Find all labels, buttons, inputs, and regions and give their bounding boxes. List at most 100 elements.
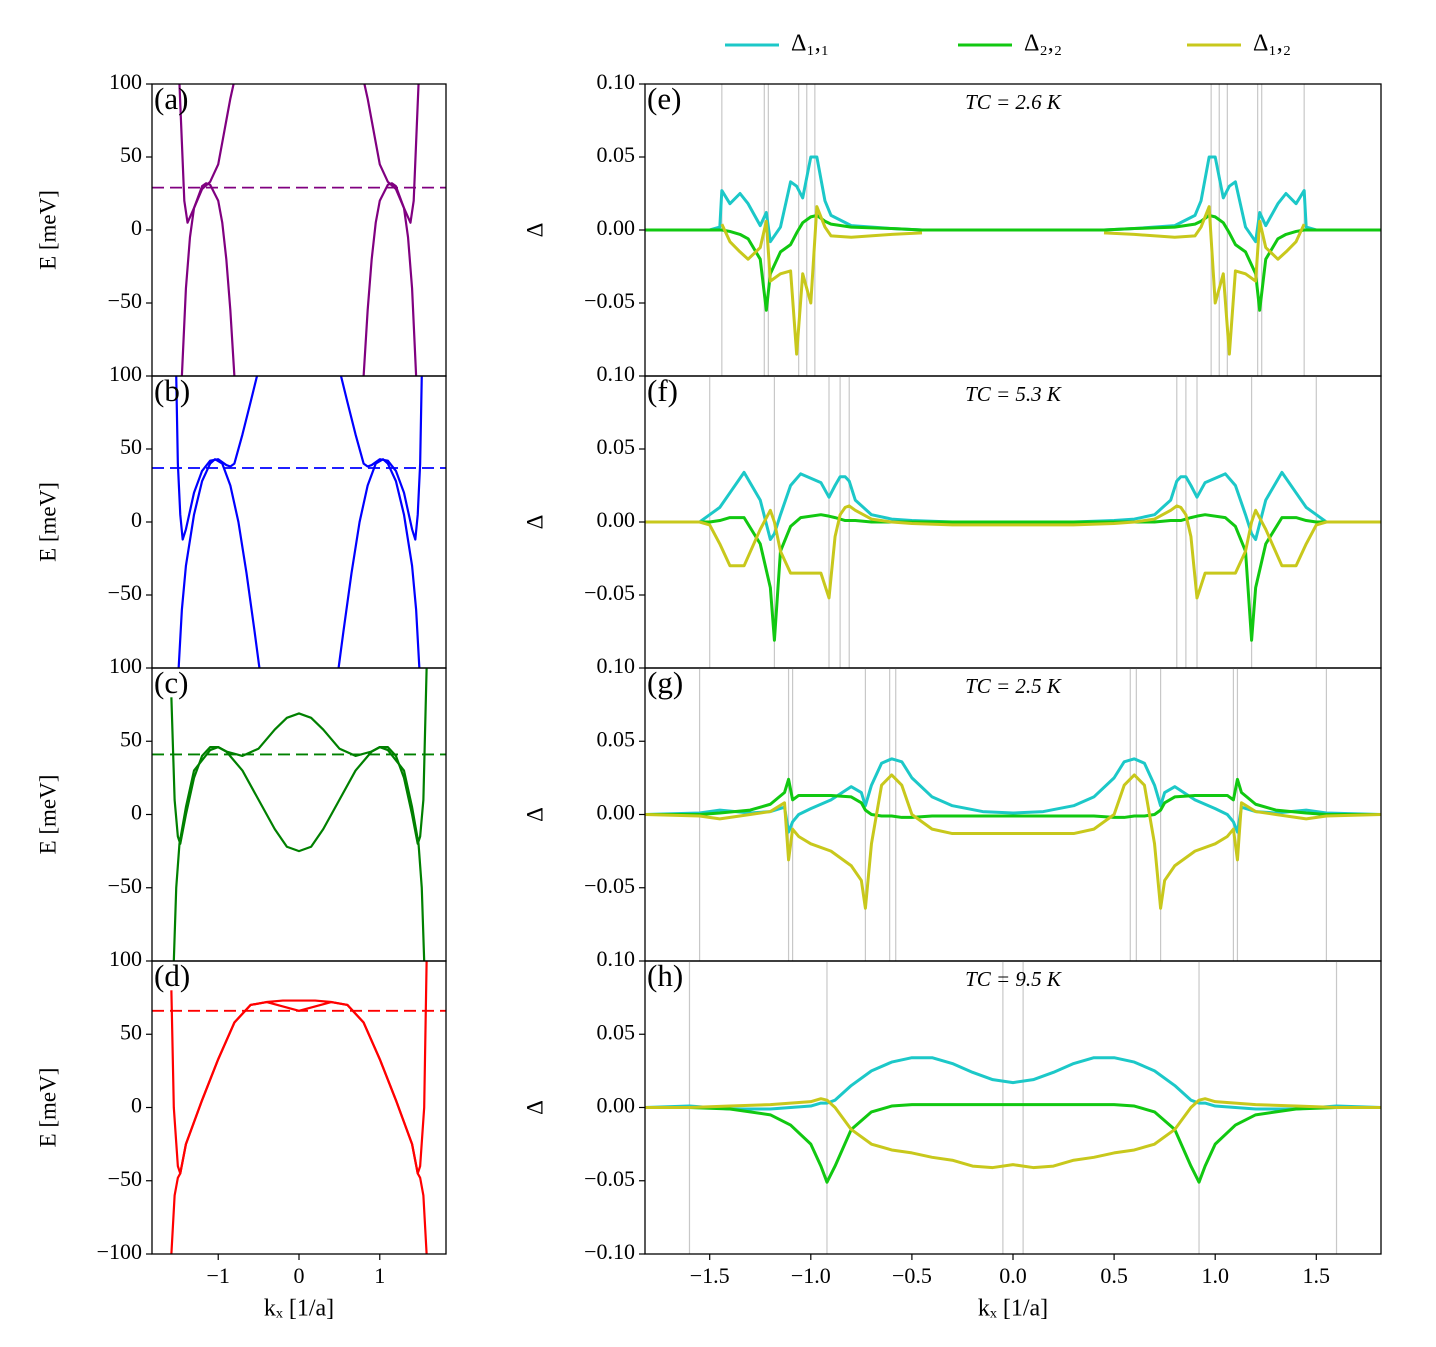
plot-area [152,668,446,961]
x-tick-label: 1 [374,1263,385,1288]
y-tick-label: 0.10 [597,946,636,971]
y-tick-label: 0.05 [597,726,636,751]
y-tick-label: 0.05 [597,142,636,167]
annotation: TC = 9.5 K [965,967,1062,991]
legend-label: Δ₁,₁ [791,31,829,57]
y-tick-label: −50 [108,580,142,605]
x-tick-label: −0.5 [892,1263,932,1288]
y-tick-label: −0.05 [584,288,635,313]
curve [175,376,259,541]
panel: −50 0 50 100 (c) E [meV] [35,653,447,962]
panel: −0.05 0.00 0.05 0.10 (g) TC = 2.5 K Δ [522,653,1382,962]
y-tick-label: 0.00 [597,800,636,825]
x-axis-label: kₓ [1/a] [264,1296,334,1322]
y-tick-label: −0.05 [584,873,635,898]
plot-area [152,961,446,1254]
curve [170,961,428,1175]
y-tick-label: 50 [120,726,142,751]
axes-frame [151,960,447,1255]
y-tick-label: 0.10 [597,653,636,678]
y-tick-label: −0.05 [584,580,635,605]
panel-label: (d) [154,958,190,993]
x-tick-label: 0.5 [1100,1263,1128,1288]
curve [645,757,1381,834]
x-tick-label: −1.0 [791,1263,831,1288]
curve [645,1056,1381,1111]
y-tick-label: −0.10 [584,1239,635,1264]
y-tick-label: 100 [109,653,142,678]
y-tick-label: 0.05 [597,1019,636,1044]
y-tick-label: 0.10 [597,361,636,386]
panel: −0.05 0.00 0.05 0.10 (e) TC = 2.6 K Δ [522,69,1382,377]
y-tick-label: 100 [109,361,142,386]
y-axis-label: E [meV] [35,775,60,855]
plot-area [645,376,1381,668]
curve [645,1103,1381,1184]
x-tick-label: 1.0 [1201,1263,1229,1288]
x-tick-label: −1 [207,1263,230,1288]
y-tick-label: 0.00 [597,215,636,240]
y-tick-label: 100 [109,69,142,94]
y-tick-label: 100 [109,946,142,971]
curve [170,668,428,845]
plot-area [645,961,1381,1254]
annotation: TC = 5.3 K [965,382,1062,406]
y-tick-label: 0 [131,1093,142,1118]
annotation: TC = 2.5 K [965,674,1062,698]
axes-frame [151,83,447,377]
panel: −100 −50 0 50 100 −1 0 1 (d) E [meV] kₓ [1/a] [35,946,447,1322]
plot-area [645,668,1381,961]
curve [645,777,1381,819]
y-tick-label: 0.10 [597,69,636,94]
plot-area [152,376,446,668]
y-tick-label: 0.00 [597,1093,636,1118]
x-tick-label: −1.5 [690,1263,730,1288]
panel: −50 0 50 100 (b) E [meV] [35,361,447,669]
x-tick-label: 0 [294,1263,305,1288]
curve [362,182,418,376]
curve [177,458,261,668]
panel-label: (g) [647,665,683,700]
y-tick-label: 0 [131,800,142,825]
panel-label: (f) [647,373,678,408]
curve [180,182,236,376]
y-tick-label: 50 [120,1019,142,1044]
panel: −50 0 50 100 (a) E [meV] [35,69,447,377]
axes-frame [151,667,447,962]
y-axis-label: Δ [522,515,547,530]
x-tick-label: 0.0 [999,1263,1027,1288]
panel: −0.05 0.00 0.05 0.10 (f) TC = 5.3 K Δ [522,361,1382,669]
curve [645,773,1381,910]
y-tick-label: 0 [131,215,142,240]
y-tick-label: 0 [131,507,142,532]
curve [178,84,235,224]
y-tick-label: −100 [97,1239,142,1264]
panel-label: (a) [154,81,188,116]
panel-label: (e) [647,81,681,116]
x-axis-label: kₓ [1/a] [978,1296,1048,1322]
y-tick-label: −0.05 [584,1166,635,1191]
plot-area [152,84,446,376]
y-tick-label: 0.00 [597,507,636,532]
curve [720,205,1306,356]
panel-label: (b) [154,373,190,408]
y-tick-label: −50 [108,1166,142,1191]
curve [645,513,1381,642]
curve [170,1000,428,1254]
y-tick-label: 0.05 [597,434,636,459]
curve [645,1097,1381,1170]
curve [363,84,420,224]
y-axis-label: Δ [522,807,547,822]
curve [172,746,426,961]
legend-label: Δ₂,₂ [1024,31,1062,57]
curve [645,213,1381,312]
y-axis-label: Δ [522,223,547,238]
y-axis-label: E [meV] [35,482,60,562]
y-axis-label: Δ [522,1100,547,1115]
y-axis-label: E [meV] [35,1068,60,1148]
x-tick-label: 1.5 [1303,1263,1331,1288]
legend-label: Δ₁,₂ [1253,31,1291,57]
panel: −0.10 −0.05 0.00 0.05 0.10 −1.5 −1.0 −0.5 0.0 0.5… [522,946,1382,1322]
y-tick-label: −50 [108,873,142,898]
